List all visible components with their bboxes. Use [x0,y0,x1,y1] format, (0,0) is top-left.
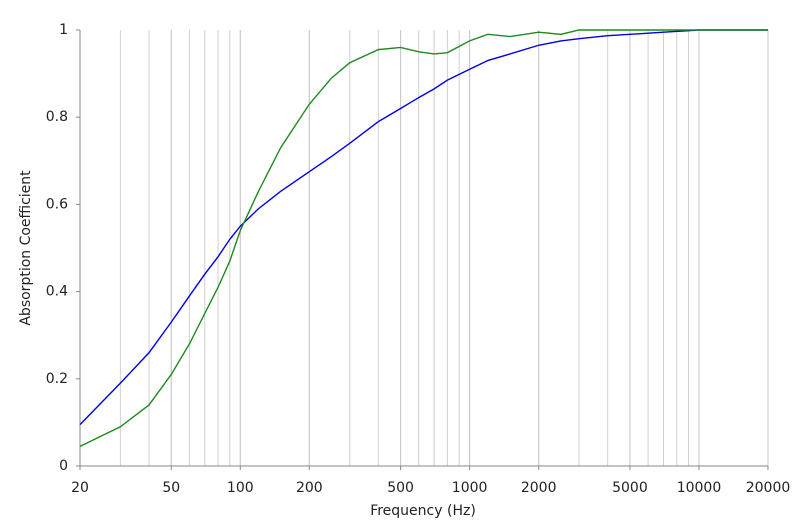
y-tick-label: 0 [59,458,68,474]
x-tick-label: 2000 [521,480,557,496]
x-tick-label: 20000 [746,480,791,496]
x-axis-title: Frequency (Hz) [370,503,476,519]
x-tick-label: 50 [162,480,180,496]
x-tick-label: 500 [387,480,414,496]
y-tick-label: 0.4 [46,284,68,300]
y-tick-label: 1 [59,22,68,38]
x-tick-label: 200 [296,480,323,496]
y-tick-label: 0.6 [46,196,68,212]
x-tick-label: 5000 [612,480,648,496]
data-line [79,29,768,426]
data-line [79,29,768,448]
x-tick-label: 1000 [452,480,488,496]
y-tick-label: 0.2 [46,371,68,387]
y-axis-title: Absorption Coefficient [18,170,34,326]
x-tick-label: 100 [227,480,254,496]
y-tick-label: 0.8 [46,109,68,125]
x-tick-label: 10000 [677,480,722,496]
x-tick-label: 20 [71,480,89,496]
